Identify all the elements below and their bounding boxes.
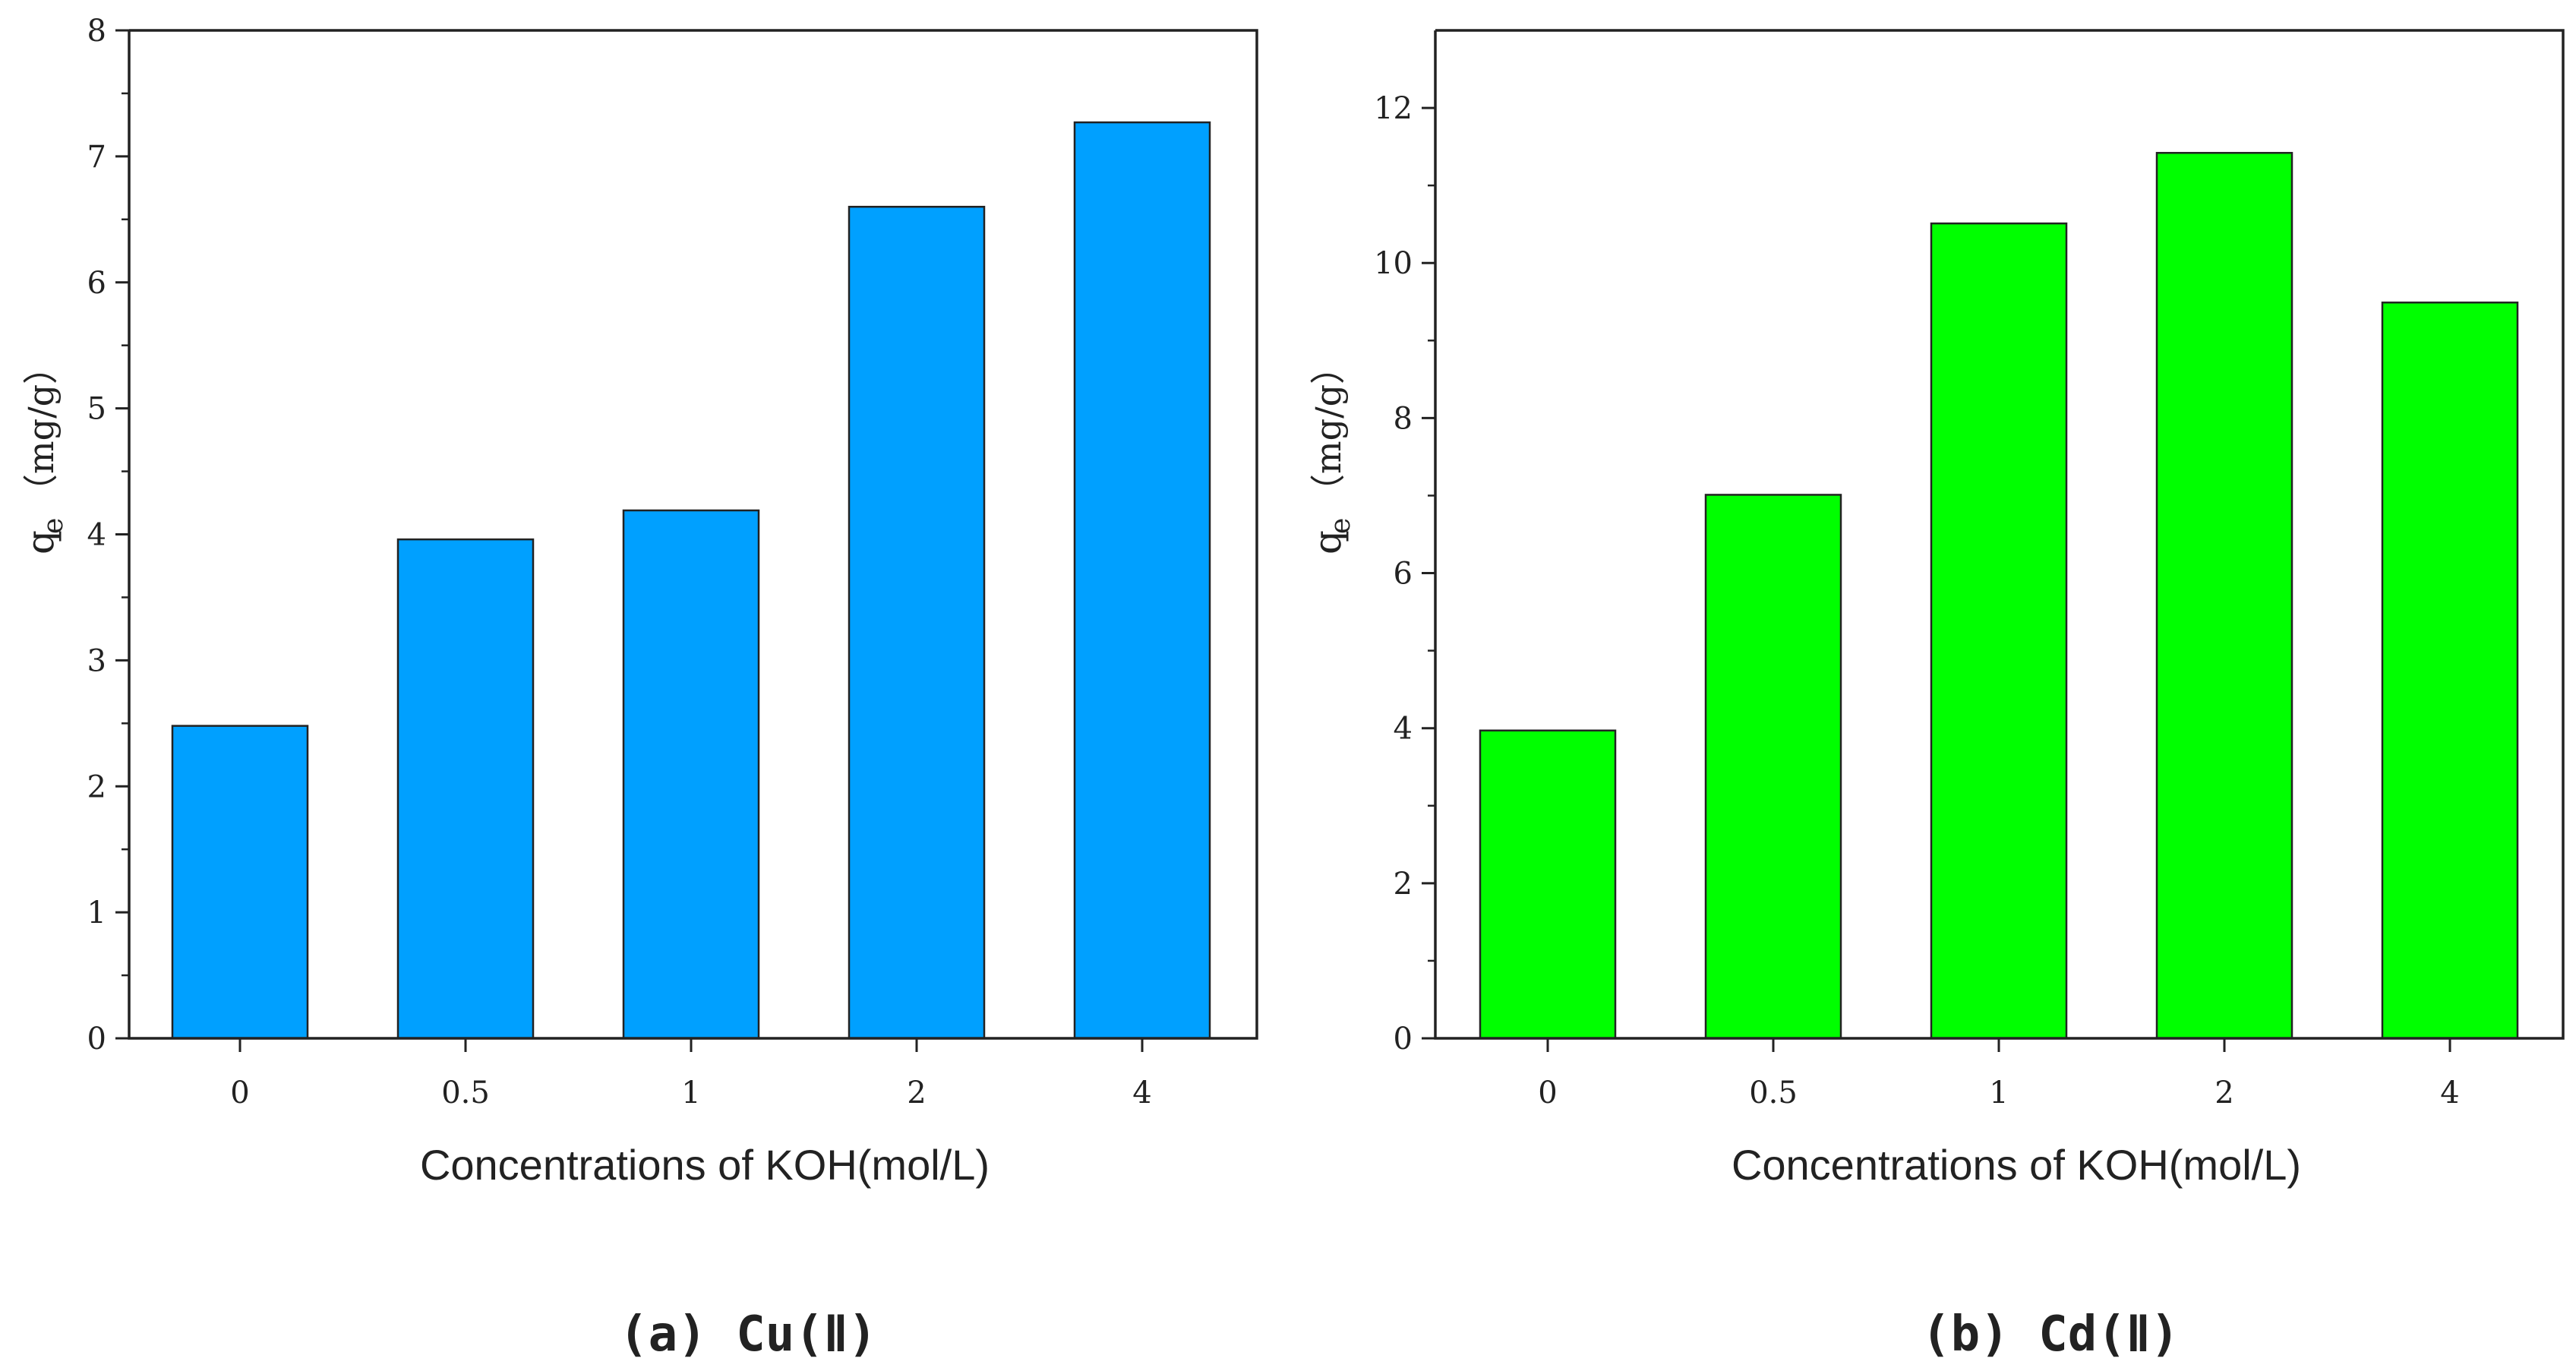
x-tick-label: 0.5 [441, 1076, 490, 1110]
y-tick-label: 2 [1394, 867, 1413, 902]
panel-caption: (a) Cu(Ⅱ) [619, 1306, 877, 1363]
x-tick-label: 1 [681, 1076, 700, 1110]
bar-0 [1479, 729, 1617, 1040]
y-tick-label: 10 [1374, 246, 1413, 281]
x-tick-label: 0 [1538, 1076, 1557, 1110]
y-axis-label-symbol: q [18, 530, 62, 554]
x-tick-label: 1 [1989, 1076, 2008, 1110]
bar-0 [171, 725, 309, 1040]
y-tick-label: 7 [87, 140, 106, 175]
y-tick-label: 4 [1394, 712, 1413, 747]
y-tick-label: 5 [87, 392, 106, 427]
bar-2 [848, 205, 986, 1040]
y-tick-label: 8 [87, 14, 106, 49]
x-tick-label: 2 [907, 1076, 926, 1110]
x-tick-label: 0.5 [1749, 1076, 1798, 1110]
y-tick-label: 8 [1394, 401, 1413, 436]
bar-1 [1930, 222, 2068, 1040]
bar-0-5 [1704, 494, 1842, 1040]
y-axis-label-unit: （mg/g） [1308, 349, 1349, 509]
chart-panel-cu: q e （mg/g） Concentrations of KOH(mol/L) … [18, 14, 1258, 1363]
panel-caption: (b) Cd(Ⅱ) [1921, 1306, 2180, 1363]
y-axis-label-unit: （mg/g） [21, 349, 62, 509]
bar-4 [2381, 302, 2519, 1040]
x-tick-label: 4 [2440, 1076, 2459, 1110]
x-tick-label: 2 [2215, 1076, 2233, 1110]
bar-0-5 [396, 538, 535, 1040]
plot-frame [128, 29, 1258, 1040]
y-axis-label: q e （mg/g） [1305, 349, 1356, 554]
y-axis-label-subscript: e [1325, 518, 1356, 534]
y-tick-label: 2 [87, 769, 106, 804]
y-axis-label-subscript: e [38, 518, 69, 534]
x-tick-label: 4 [1132, 1076, 1151, 1110]
y-tick-label: 0 [1394, 1022, 1413, 1057]
y-tick-label: 3 [87, 643, 106, 678]
bar-4 [1073, 121, 1211, 1040]
y-tick-label: 6 [87, 266, 106, 301]
y-tick-label: 4 [87, 518, 106, 553]
y-tick-label: 1 [87, 896, 106, 930]
y-axis-label: q e （mg/g） [18, 349, 69, 554]
y-tick-label: 12 [1374, 91, 1413, 126]
x-tick-label: 0 [230, 1076, 249, 1110]
plot-frame [1434, 29, 2565, 1040]
bar-1 [622, 509, 760, 1040]
x-axis-title: Concentrations of KOH(mol/L) [1732, 1141, 2301, 1189]
chart-panel-cd: q e （mg/g） Concentrations of KOH(mol/L) … [1305, 29, 2565, 1363]
y-tick-label: 0 [87, 1022, 106, 1057]
y-axis-label-symbol: q [1305, 530, 1350, 554]
bar-2 [2155, 152, 2293, 1040]
y-tick-label: 6 [1394, 557, 1413, 592]
x-axis-title: Concentrations of KOH(mol/L) [420, 1141, 990, 1189]
